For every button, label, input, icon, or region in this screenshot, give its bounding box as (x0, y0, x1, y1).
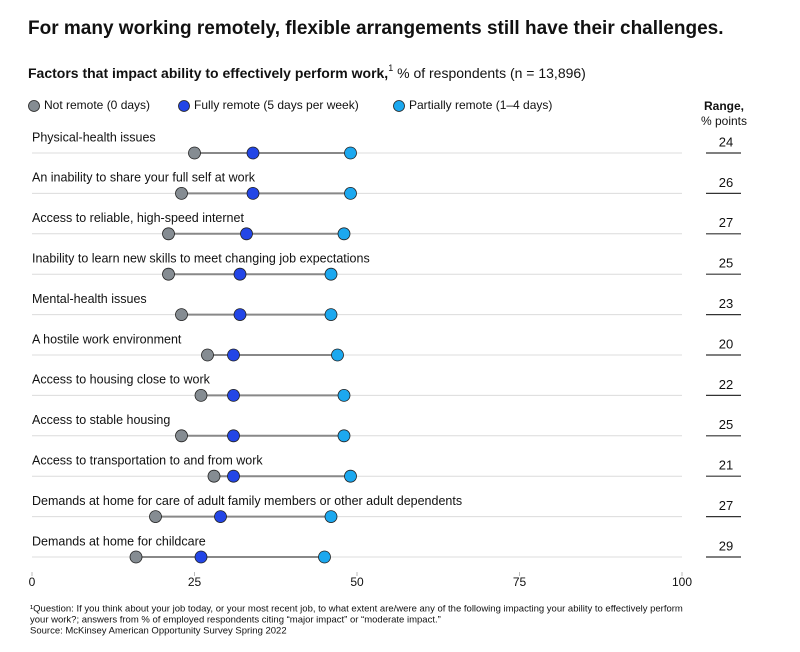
chart-title: For many working remotely, flexible arra… (28, 18, 724, 39)
range-value: 27 (719, 215, 733, 230)
dot (162, 267, 175, 281)
dot (227, 388, 240, 402)
x-tick-label: 75 (513, 575, 527, 589)
dot (149, 510, 162, 523)
category-label: Access to transportation to and from wor… (32, 453, 263, 467)
category-label: Access to housing close to work (32, 373, 211, 387)
legend-label: Fully remote (5 days per week) (194, 98, 359, 112)
dot (227, 429, 240, 443)
dot (246, 186, 260, 200)
category-label: Demands at home for care of adult family… (32, 494, 462, 508)
range-header: Range, (704, 99, 744, 113)
x-tick-label: 0 (29, 575, 36, 589)
range-value: 25 (719, 256, 733, 271)
legend-marker (393, 100, 405, 112)
dot (227, 348, 240, 362)
category-label: Physical-health issues (32, 130, 156, 144)
dot (194, 550, 208, 564)
dot (344, 146, 357, 160)
x-tick-label: 25 (188, 575, 202, 589)
dot (233, 308, 247, 322)
dot (162, 227, 175, 241)
dot (344, 186, 357, 200)
legend-marker (178, 100, 190, 112)
range-value: 21 (719, 458, 733, 473)
range-value: 26 (719, 175, 733, 190)
category-label: Demands at home for childcare (32, 534, 206, 548)
footnote: your work?; answers from % of employed r… (30, 615, 441, 626)
legend-marker (28, 100, 40, 112)
x-tick-label: 50 (350, 575, 364, 589)
legend-label: Not remote (0 days) (44, 98, 150, 112)
dot (246, 146, 260, 160)
category-label: Access to reliable, high-speed internet (32, 211, 244, 225)
dot (331, 348, 344, 362)
x-tick-label: 100 (672, 575, 692, 589)
dot (214, 510, 227, 523)
footnote: Source: McKinsey American Opportunity Su… (30, 626, 287, 637)
subtitle-bold: Factors that impact ability to effective… (28, 65, 388, 81)
range-value: 22 (719, 377, 733, 392)
subtitle: Factors that impact ability to effective… (28, 63, 586, 80)
dot (337, 227, 351, 241)
dot (175, 186, 188, 200)
category-label: A hostile work environment (32, 332, 182, 346)
dot (207, 469, 221, 483)
dot (194, 388, 208, 402)
legend-label: Partially remote (1–4 days) (409, 98, 552, 112)
category-label: Mental-health issues (32, 292, 147, 306)
category-label: Access to stable housing (32, 413, 170, 427)
dot (337, 429, 351, 443)
dot (337, 388, 351, 402)
range-value: 20 (719, 336, 733, 351)
dot (129, 550, 143, 564)
range-header-unit: % points (701, 114, 747, 128)
range-value: 24 (719, 134, 733, 149)
range-value: 27 (719, 498, 733, 513)
dot (233, 267, 247, 281)
footnote: ¹Question: If you think about your job t… (30, 604, 683, 615)
subtitle-rest: % of respondents (n = 13,896) (393, 65, 586, 81)
category-label: Inability to learn new skills to meet ch… (32, 251, 370, 265)
dot (344, 469, 357, 483)
dot (175, 429, 188, 443)
dot (201, 348, 214, 362)
dot (324, 267, 338, 281)
dot (188, 146, 201, 160)
dot (318, 550, 331, 564)
range-value: 29 (719, 538, 733, 553)
dot (175, 308, 188, 322)
dot (240, 227, 253, 241)
dot (227, 469, 240, 483)
range-value: 25 (719, 417, 733, 432)
dot (324, 510, 338, 523)
category-label: An inability to share your full self at … (32, 171, 256, 185)
dot (324, 308, 338, 322)
range-value: 23 (719, 296, 733, 311)
subtitle-sup: 1 (388, 63, 393, 73)
